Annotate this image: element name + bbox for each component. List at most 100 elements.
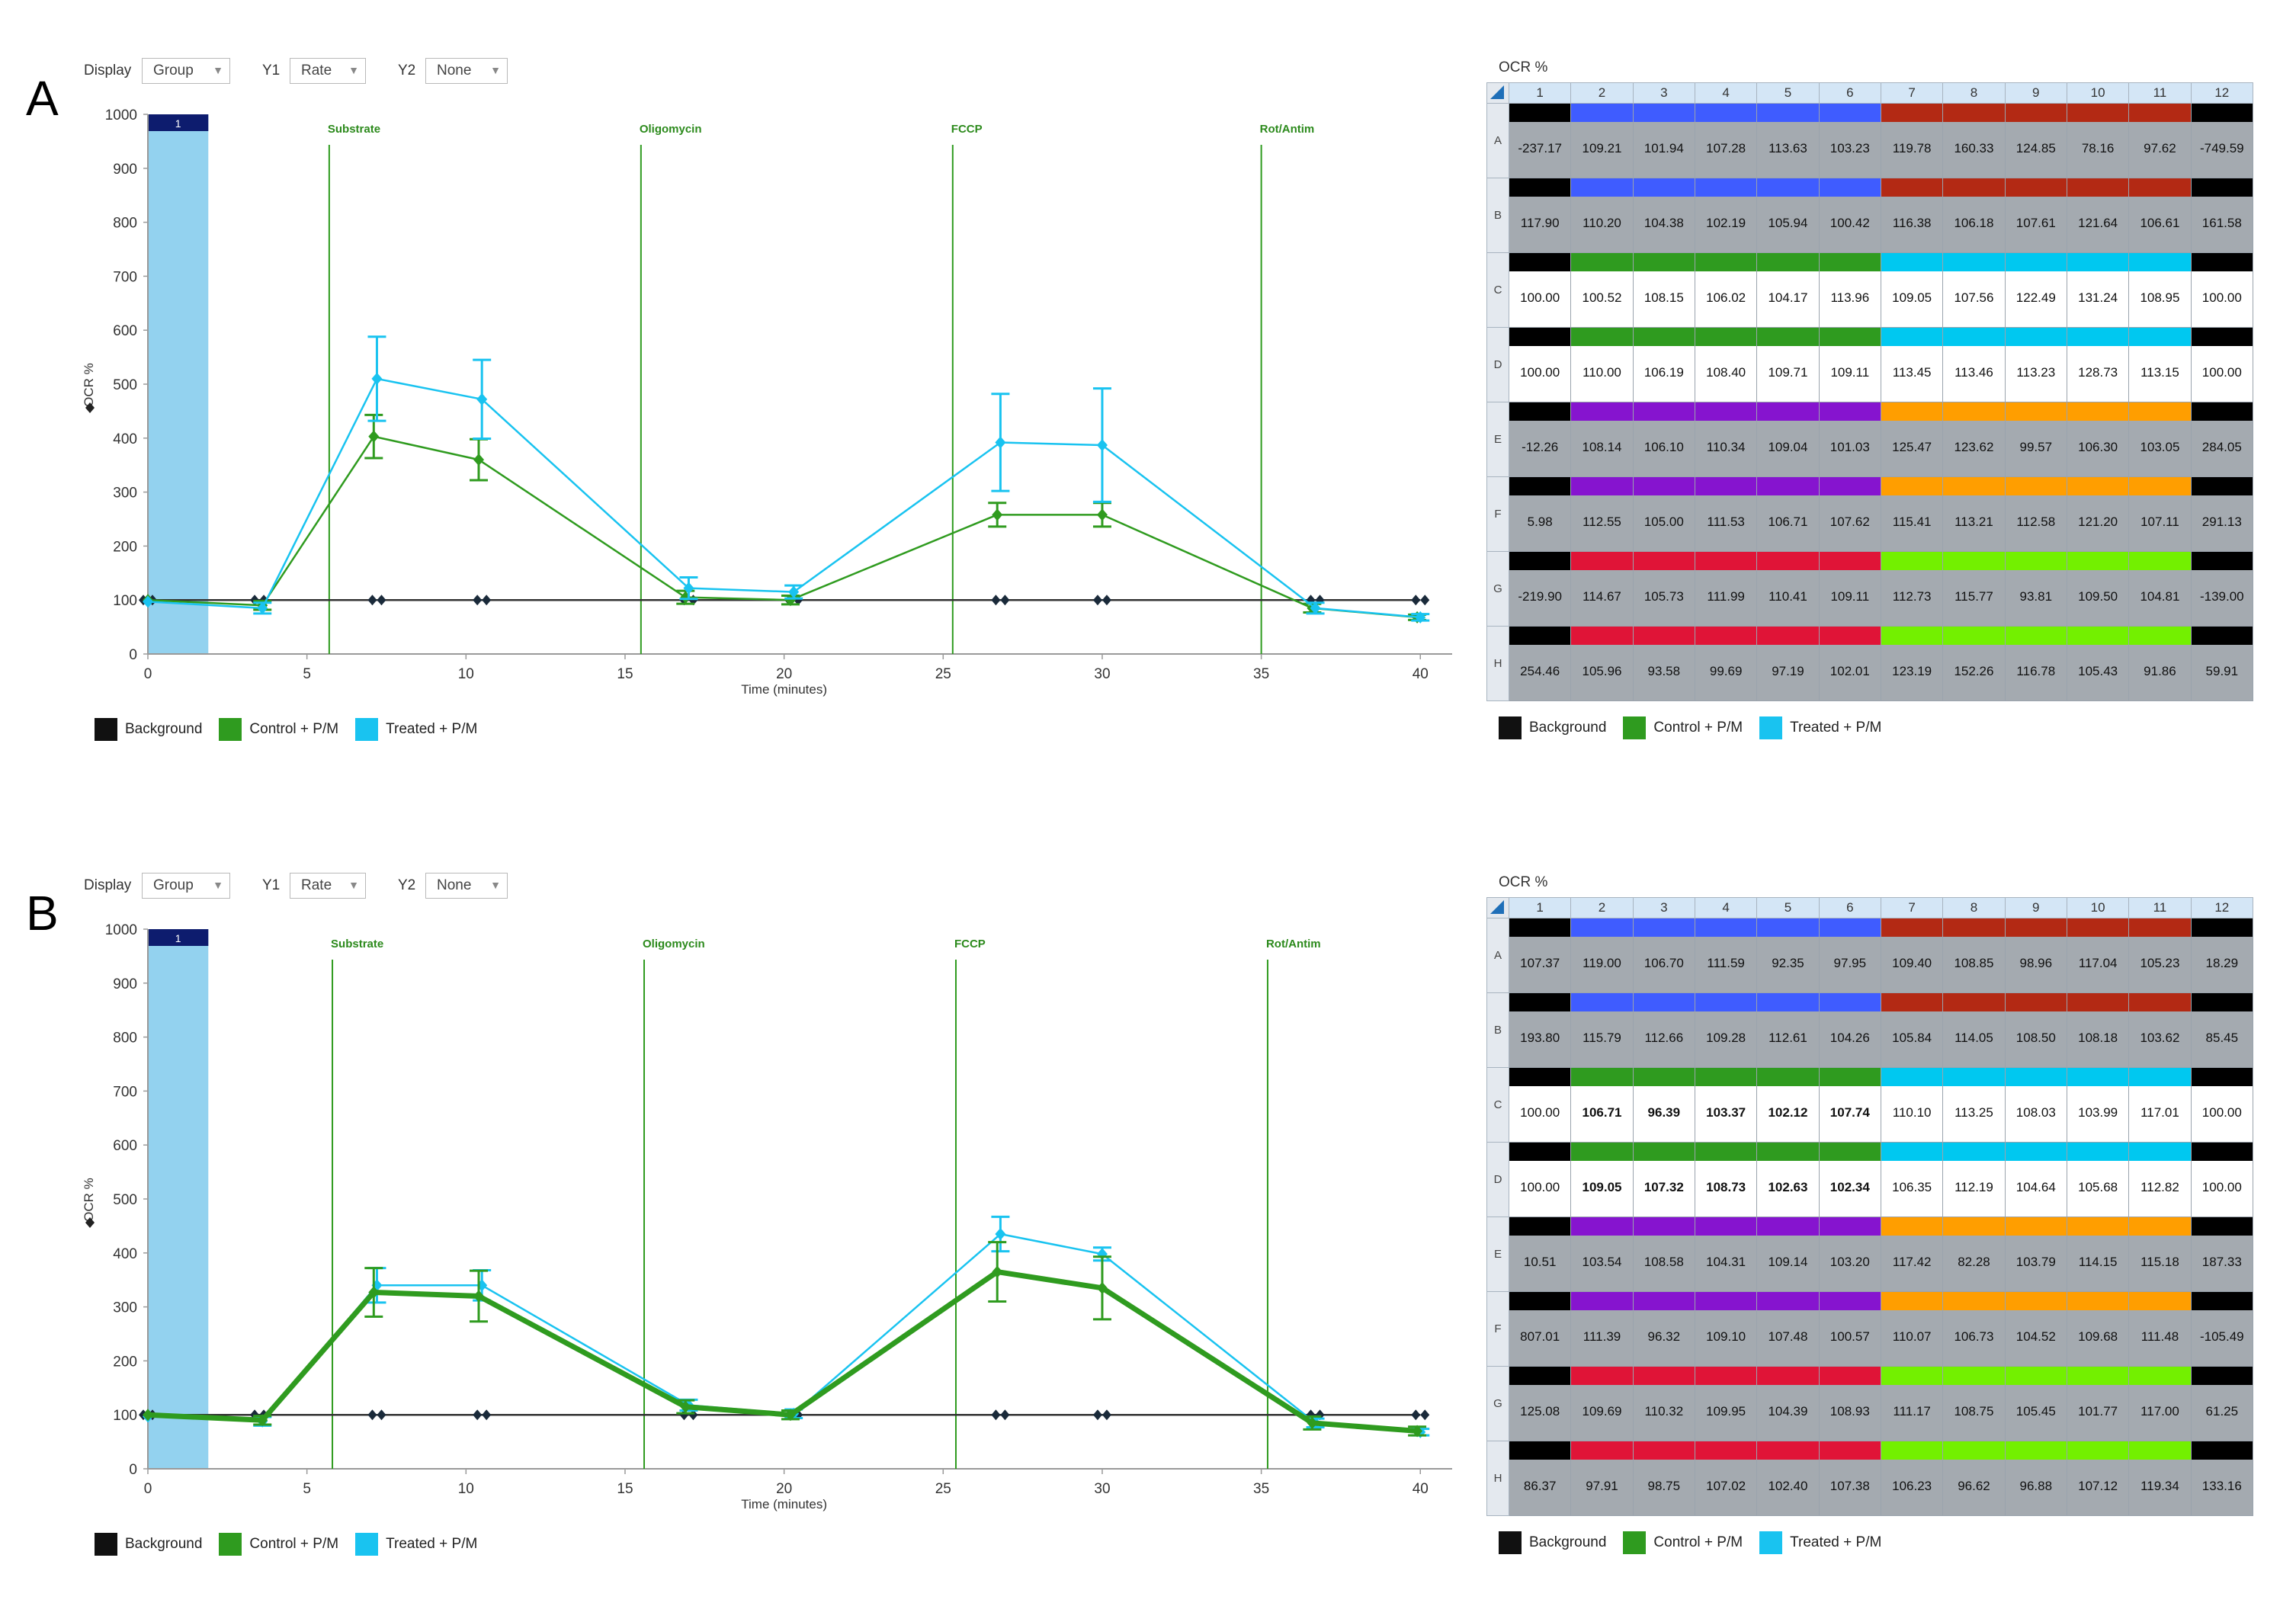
plate-well[interactable]: 113.23 (2004, 327, 2067, 402)
plate-well[interactable]: 109.50 (2066, 551, 2130, 627)
display-select[interactable]: Group ▼ (142, 58, 230, 84)
plate-well[interactable]: 113.21 (1942, 476, 2006, 552)
plate-well[interactable]: 107.32 (1632, 1142, 1695, 1217)
plate-well[interactable]: 103.54 (1570, 1217, 1634, 1292)
plate-column-header[interactable]: 1 (1508, 897, 1572, 918)
plate-well[interactable]: 107.61 (2004, 178, 2067, 253)
plate-well[interactable]: 193.80 (1508, 992, 1572, 1068)
y2-select[interactable]: None ▼ (425, 873, 508, 899)
plate-well[interactable]: 105.43 (2066, 626, 2130, 701)
plate-well[interactable]: 109.04 (1756, 402, 1820, 477)
plate-row-header[interactable]: F (1486, 476, 1509, 552)
legend-item-treated[interactable]: Treated + P/M (1759, 716, 1881, 739)
plate-well[interactable]: 108.40 (1694, 327, 1758, 402)
plate-well[interactable]: 125.47 (1880, 402, 1944, 477)
plate-column-header[interactable]: 2 (1570, 82, 1634, 104)
plate-well[interactable]: 115.77 (1942, 551, 2006, 627)
plate-well[interactable]: 5.98 (1508, 476, 1572, 552)
plate-well[interactable]: 107.48 (1756, 1291, 1820, 1367)
plate-well[interactable]: 96.62 (1942, 1441, 2006, 1516)
plate-well[interactable]: 122.49 (2004, 252, 2067, 328)
plate-well[interactable]: 92.35 (1756, 918, 1820, 993)
plate-well[interactable]: 119.34 (2128, 1441, 2192, 1516)
plate-well[interactable]: 106.35 (1880, 1142, 1944, 1217)
plate-well[interactable]: 102.01 (1818, 626, 1881, 701)
plate-well[interactable]: -12.26 (1508, 402, 1572, 477)
plate-well[interactable]: 128.73 (2066, 327, 2130, 402)
y2-select[interactable]: None ▼ (425, 58, 508, 84)
plate-well[interactable]: 117.42 (1880, 1217, 1944, 1292)
plate-well[interactable]: 112.55 (1570, 476, 1634, 552)
plate-well[interactable]: 106.70 (1632, 918, 1695, 993)
plate-well[interactable]: -749.59 (2190, 103, 2254, 178)
plate-well[interactable]: 112.19 (1942, 1142, 2006, 1217)
plate-well[interactable]: 187.33 (2190, 1217, 2254, 1292)
plate-well[interactable]: 100.57 (1818, 1291, 1881, 1367)
plate-well[interactable]: 109.28 (1694, 992, 1758, 1068)
plate-well[interactable]: 107.74 (1818, 1067, 1881, 1143)
plate-well[interactable]: 117.01 (2128, 1067, 2192, 1143)
plate-well[interactable]: 105.84 (1880, 992, 1944, 1068)
plate-well[interactable]: 111.17 (1880, 1366, 1944, 1441)
plate-well[interactable]: 108.50 (2004, 992, 2067, 1068)
plate-well[interactable]: 291.13 (2190, 476, 2254, 552)
plate-row-header[interactable]: B (1486, 992, 1509, 1068)
plate-well[interactable]: 97.91 (1570, 1441, 1634, 1516)
plate-well[interactable]: 113.46 (1942, 327, 2006, 402)
plate-well[interactable]: 111.48 (2128, 1291, 2192, 1367)
plate-well[interactable]: 111.59 (1694, 918, 1758, 993)
plate-column-header[interactable]: 10 (2066, 82, 2130, 104)
plate-well[interactable]: 107.56 (1942, 252, 2006, 328)
plate-well[interactable]: 108.73 (1694, 1142, 1758, 1217)
plate-well[interactable]: 99.57 (2004, 402, 2067, 477)
plate-well[interactable]: 102.12 (1756, 1067, 1820, 1143)
plate-row-header[interactable]: H (1486, 1441, 1509, 1516)
plate-well[interactable]: 109.69 (1570, 1366, 1634, 1441)
plate-well[interactable]: 102.40 (1756, 1441, 1820, 1516)
plate-well[interactable]: 123.19 (1880, 626, 1944, 701)
plate-well[interactable]: 100.42 (1818, 178, 1881, 253)
plate-well[interactable]: 18.29 (2190, 918, 2254, 993)
legend-item-control[interactable]: Control + P/M (1623, 1531, 1743, 1554)
plate-well[interactable]: 131.24 (2066, 252, 2130, 328)
plate-column-header[interactable]: 8 (1942, 82, 2006, 104)
plate-well[interactable]: -237.17 (1508, 103, 1572, 178)
plate-well[interactable]: 104.26 (1818, 992, 1881, 1068)
y1-select[interactable]: Rate ▼ (290, 873, 366, 899)
plate-well[interactable]: 104.31 (1694, 1217, 1758, 1292)
plate-well[interactable]: 105.00 (1632, 476, 1695, 552)
plate-well[interactable]: 133.16 (2190, 1441, 2254, 1516)
plate-well[interactable]: 103.62 (2128, 992, 2192, 1068)
plate-well[interactable]: 108.58 (1632, 1217, 1695, 1292)
plate-well[interactable]: 117.90 (1508, 178, 1572, 253)
plate-row-header[interactable]: E (1486, 402, 1509, 477)
plate-well[interactable]: 109.21 (1570, 103, 1634, 178)
plate-column-header[interactable]: 11 (2128, 897, 2192, 918)
y1-select[interactable]: Rate ▼ (290, 58, 366, 84)
plate-well[interactable]: 107.28 (1694, 103, 1758, 178)
plate-well[interactable]: 124.85 (2004, 103, 2067, 178)
plate-well[interactable]: 106.02 (1694, 252, 1758, 328)
plate-row-header[interactable]: D (1486, 327, 1509, 402)
plate-well[interactable]: 110.41 (1756, 551, 1820, 627)
plate-well[interactable]: -139.00 (2190, 551, 2254, 627)
plate-well[interactable]: 117.00 (2128, 1366, 2192, 1441)
plate-well[interactable]: 98.75 (1632, 1441, 1695, 1516)
legend-item-treated[interactable]: Treated + P/M (1759, 1531, 1881, 1554)
plate-well[interactable]: 115.18 (2128, 1217, 2192, 1292)
plate-well[interactable]: 100.52 (1570, 252, 1634, 328)
plate-well[interactable]: 108.18 (2066, 992, 2130, 1068)
plate-well[interactable]: 100.00 (1508, 1067, 1572, 1143)
plate-well[interactable]: 108.85 (1942, 918, 2006, 993)
plate-well[interactable]: 123.62 (1942, 402, 2006, 477)
plate-column-header[interactable]: 6 (1818, 897, 1881, 918)
plate-well[interactable]: 97.62 (2128, 103, 2192, 178)
plate-well[interactable]: 97.19 (1756, 626, 1820, 701)
plate-well[interactable]: 107.62 (1818, 476, 1881, 552)
plate-well[interactable]: 104.39 (1756, 1366, 1820, 1441)
plate-well[interactable]: 111.39 (1570, 1291, 1634, 1367)
display-select[interactable]: Group ▼ (142, 873, 230, 899)
plate-well[interactable]: 119.78 (1880, 103, 1944, 178)
plate-well[interactable]: 106.19 (1632, 327, 1695, 402)
plate-well[interactable]: 112.82 (2128, 1142, 2192, 1217)
